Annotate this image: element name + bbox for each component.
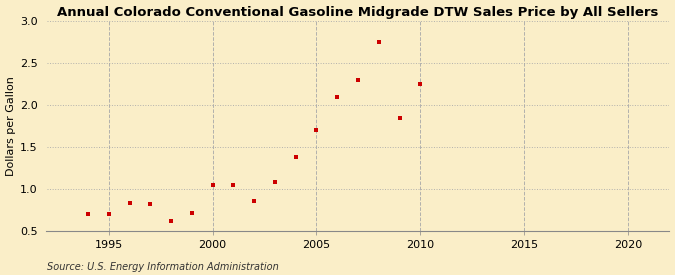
Point — [165, 219, 176, 223]
Point — [186, 210, 197, 215]
Point — [394, 116, 405, 120]
Point — [311, 128, 322, 133]
Point — [228, 183, 239, 187]
Point — [249, 199, 260, 203]
Point — [82, 212, 93, 216]
Point — [290, 155, 301, 160]
Point — [269, 180, 280, 185]
Point — [373, 40, 384, 44]
Point — [415, 82, 426, 86]
Point — [352, 78, 363, 82]
Point — [332, 95, 343, 99]
Title: Annual Colorado Conventional Gasoline Midgrade DTW Sales Price by All Sellers: Annual Colorado Conventional Gasoline Mi… — [57, 6, 659, 18]
Text: Source: U.S. Energy Information Administration: Source: U.S. Energy Information Administ… — [47, 262, 279, 272]
Point — [145, 202, 156, 207]
Point — [103, 212, 114, 216]
Point — [207, 183, 218, 187]
Point — [124, 200, 135, 205]
Y-axis label: Dollars per Gallon: Dollars per Gallon — [5, 76, 16, 176]
